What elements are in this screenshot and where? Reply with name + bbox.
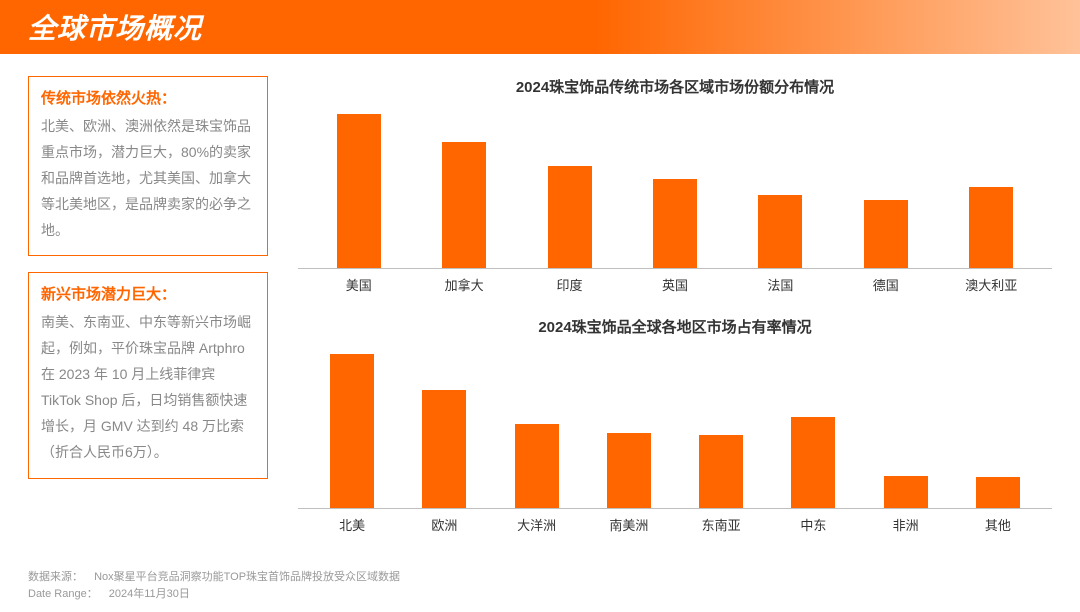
bar-slot [962,477,1034,508]
bar-slot [850,200,922,268]
bar-slot [955,187,1027,268]
title-bar: 全球市场概况 [0,0,1080,54]
bar [864,200,908,268]
bar-slot [870,476,942,508]
bar-label: 非洲 [870,515,942,534]
footer-range-text: 2024年11月30日 [109,588,190,600]
chart-x-labels: 美国 加拿大 印度 英国 法国 德国 澳大利亚 [298,269,1052,294]
bar-label: 大洋洲 [501,515,573,534]
chart-plot-area [298,347,1052,509]
chart-x-labels: 北美 欧洲 大洋洲 南美洲 东南亚 中东 非洲 其他 [298,509,1052,534]
bar [422,390,466,508]
bar [337,114,381,268]
bar-label: 中东 [777,515,849,534]
footer-source: 数据来源： Nox聚星平台竞品洞察功能TOP珠宝首饰品牌投放受众区域数据 [28,569,400,586]
bar-label: 法国 [744,275,816,294]
footer-source-text: Nox聚星平台竞品洞察功能TOP珠宝首饰品牌投放受众区域数据 [94,571,400,583]
bar-label: 英国 [639,275,711,294]
bar [791,417,835,508]
bar-slot [323,114,395,268]
bar [969,187,1013,268]
bar-label: 南美洲 [593,515,665,534]
bar-label: 加拿大 [428,275,500,294]
bar [884,476,928,508]
chart-plot-area [298,107,1052,269]
card-body: 南美、东南亚、中东等新兴市场崛起，例如，平价珠宝品牌 Artphro 在 202… [41,310,255,465]
bar-slot [685,435,757,508]
bar-slot [408,390,480,508]
bar [442,142,486,268]
bar [607,433,651,508]
footer-range: Date Range： 2024年11月30日 [28,586,400,603]
page-title: 全球市场概况 [28,7,202,47]
bar-label: 美国 [323,275,395,294]
bar-slot [593,433,665,508]
bar-label: 印度 [534,275,606,294]
chart-title: 2024珠宝饰品传统市场各区域市场份额分布情况 [298,76,1052,97]
card-traditional-market: 传统市场依然火热： 北美、欧洲、澳洲依然是珠宝饰品重点市场，潜力巨大，80%的卖… [28,76,268,256]
bar-slot [744,195,816,268]
card-emerging-market: 新兴市场潜力巨大： 南美、东南亚、中东等新兴市场崛起，例如，平价珠宝品牌 Art… [28,272,268,478]
bar [548,166,592,268]
bar [653,179,697,268]
bar-label: 德国 [850,275,922,294]
card-heading: 传统市场依然火热： [41,87,255,108]
bar-label: 欧洲 [408,515,480,534]
chart-traditional-market-share: 2024珠宝饰品传统市场各区域市场份额分布情况 美国 加拿大 印度 英国 法国 德国 澳大利… [298,76,1052,294]
bar [699,435,743,508]
card-body: 北美、欧洲、澳洲依然是珠宝饰品重点市场，潜力巨大，80%的卖家和品牌首选地，尤其… [41,114,255,243]
bar [976,477,1020,508]
bar-slot [639,179,711,268]
footer-source-label: 数据来源： [28,571,83,583]
bar-label: 北美 [316,515,388,534]
body: 传统市场依然火热： 北美、欧洲、澳洲依然是珠宝饰品重点市场，潜力巨大，80%的卖… [0,54,1080,554]
bar-slot [501,424,573,508]
slide: 全球市场概况 传统市场依然火热： 北美、欧洲、澳洲依然是珠宝饰品重点市场，潜力巨… [0,0,1080,612]
chart-global-region-share: 2024珠宝饰品全球各地区市场占有率情况 北美 欧洲 大洋洲 南美洲 东南亚 中东 非洲 其他 [298,316,1052,534]
bar-slot [316,354,388,508]
bar-label: 其他 [962,515,1034,534]
left-column: 传统市场依然火热： 北美、欧洲、澳洲依然是珠宝饰品重点市场，潜力巨大，80%的卖… [28,76,268,554]
bar [515,424,559,508]
chart-title: 2024珠宝饰品全球各地区市场占有率情况 [298,316,1052,337]
card-heading: 新兴市场潜力巨大： [41,283,255,304]
bar-slot [534,166,606,268]
bar-slot [777,417,849,508]
footer-range-label: Date Range： [28,588,98,600]
right-column: 2024珠宝饰品传统市场各区域市场份额分布情况 美国 加拿大 印度 英国 法国 德国 澳大利… [298,76,1052,554]
footer: 数据来源： Nox聚星平台竞品洞察功能TOP珠宝首饰品牌投放受众区域数据 Dat… [28,569,400,602]
bar-slot [428,142,500,268]
bar [330,354,374,508]
bar [758,195,802,268]
bar-label: 东南亚 [685,515,757,534]
bar-label: 澳大利亚 [955,275,1027,294]
